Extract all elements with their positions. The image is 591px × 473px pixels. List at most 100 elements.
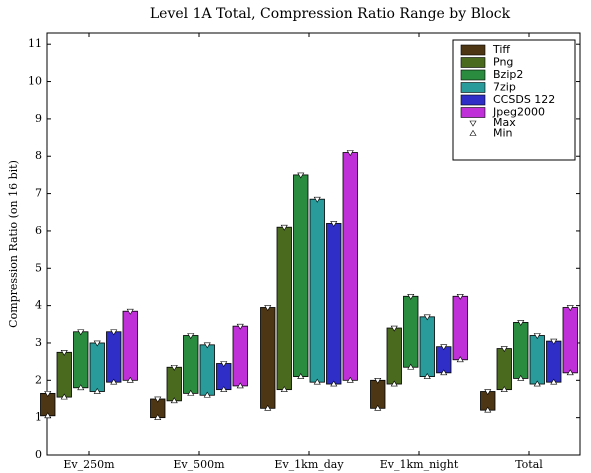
max-marker <box>374 378 382 384</box>
min-marker <box>93 387 101 394</box>
min-marker <box>456 356 464 363</box>
min-marker <box>187 389 195 396</box>
max-marker <box>93 340 101 347</box>
max-marker <box>280 224 288 231</box>
max-marker <box>220 361 228 368</box>
range-bar <box>183 335 199 394</box>
legend-label: 7zip <box>493 81 516 94</box>
x-tick-label: Ev_1km_night <box>380 458 459 471</box>
range-bar <box>326 223 342 385</box>
max-marker <box>297 172 305 179</box>
range-bar <box>386 327 402 385</box>
max-marker <box>517 320 525 327</box>
max-marker <box>407 293 415 300</box>
max-marker <box>533 333 541 340</box>
max-marker <box>126 308 134 315</box>
range-bar <box>122 310 138 381</box>
min-marker <box>550 378 558 385</box>
max-marker <box>313 196 321 203</box>
legend-label: Bzip2 <box>493 68 523 81</box>
legend-max-marker <box>469 120 477 127</box>
x-tick-label: Ev_1km_day <box>274 458 344 471</box>
y-tick-label: 10 <box>28 75 42 88</box>
max-marker <box>77 329 85 336</box>
min-marker <box>313 378 321 385</box>
min-marker <box>484 406 492 413</box>
max-marker <box>154 396 162 403</box>
max-marker <box>566 305 574 312</box>
max-marker <box>110 329 118 336</box>
legend-swatch <box>460 82 486 93</box>
y-tick-label: 2 <box>35 373 42 386</box>
range-bar <box>56 351 72 398</box>
min-marker <box>280 386 288 392</box>
min-marker <box>297 372 305 379</box>
range-bar <box>546 340 562 383</box>
range-bar <box>73 331 89 389</box>
range-bar <box>216 363 232 391</box>
min-marker <box>517 374 525 381</box>
min-marker <box>346 376 354 383</box>
max-marker <box>187 333 195 340</box>
legend-label: Min <box>493 127 513 140</box>
max-marker <box>500 346 508 353</box>
min-marker <box>170 397 178 404</box>
range-bar <box>403 295 419 368</box>
legend-swatch <box>460 69 486 81</box>
range-bar <box>419 316 435 377</box>
range-bar <box>562 307 578 374</box>
min-marker <box>126 376 134 383</box>
max-marker <box>44 391 52 397</box>
legend-swatch <box>460 94 486 106</box>
min-marker <box>407 363 415 370</box>
max-marker <box>456 293 464 300</box>
y-tick-label: 8 <box>35 149 42 162</box>
max-marker <box>390 325 398 332</box>
range-bar <box>276 226 292 391</box>
y-tick-label: 3 <box>35 336 42 349</box>
x-tick-label: Ev_250m <box>63 458 115 471</box>
plot-frame <box>46 32 581 456</box>
legend-label: Png <box>493 56 513 69</box>
min-marker <box>203 391 211 398</box>
max-marker <box>60 350 68 356</box>
range-bar <box>260 307 276 409</box>
max-marker <box>440 344 448 351</box>
max-marker <box>203 342 211 349</box>
y-tick-label: 9 <box>35 112 42 125</box>
range-bar <box>496 348 512 391</box>
y-tick-label: 6 <box>35 224 42 237</box>
range-bar <box>89 342 105 392</box>
y-tick-label: 5 <box>35 261 42 274</box>
legend-swatch <box>460 107 486 118</box>
max-marker <box>346 150 354 157</box>
min-marker <box>77 384 85 391</box>
max-marker <box>170 364 178 371</box>
range-bar <box>293 174 309 377</box>
max-marker <box>423 314 431 321</box>
chart-title: Level 1A Total, Compression Ratio Range … <box>150 6 511 22</box>
min-marker <box>44 412 52 419</box>
min-marker <box>154 414 162 420</box>
y-tick-label: 4 <box>35 299 42 312</box>
legend-min-marker <box>469 129 477 136</box>
min-marker <box>220 386 228 392</box>
legend-swatch <box>460 57 486 68</box>
legend-label: Jpeg2000 <box>492 106 545 119</box>
range-bar <box>452 295 468 361</box>
min-marker <box>264 404 272 411</box>
max-marker <box>330 221 338 228</box>
range-bar <box>232 325 248 387</box>
y-axis-label: Compression Ratio (on 16 bit) <box>7 160 20 328</box>
y-tick-label: 7 <box>35 187 42 200</box>
legend-label: Tiff <box>492 43 510 56</box>
min-marker <box>390 380 398 387</box>
range-bar <box>513 322 529 379</box>
max-marker <box>236 323 244 330</box>
min-marker <box>533 380 541 387</box>
y-tick-label: 1 <box>35 411 42 424</box>
y-tick-label: 11 <box>28 37 42 50</box>
legend-label: CCSDS 122 <box>493 93 555 106</box>
max-marker <box>550 338 558 345</box>
